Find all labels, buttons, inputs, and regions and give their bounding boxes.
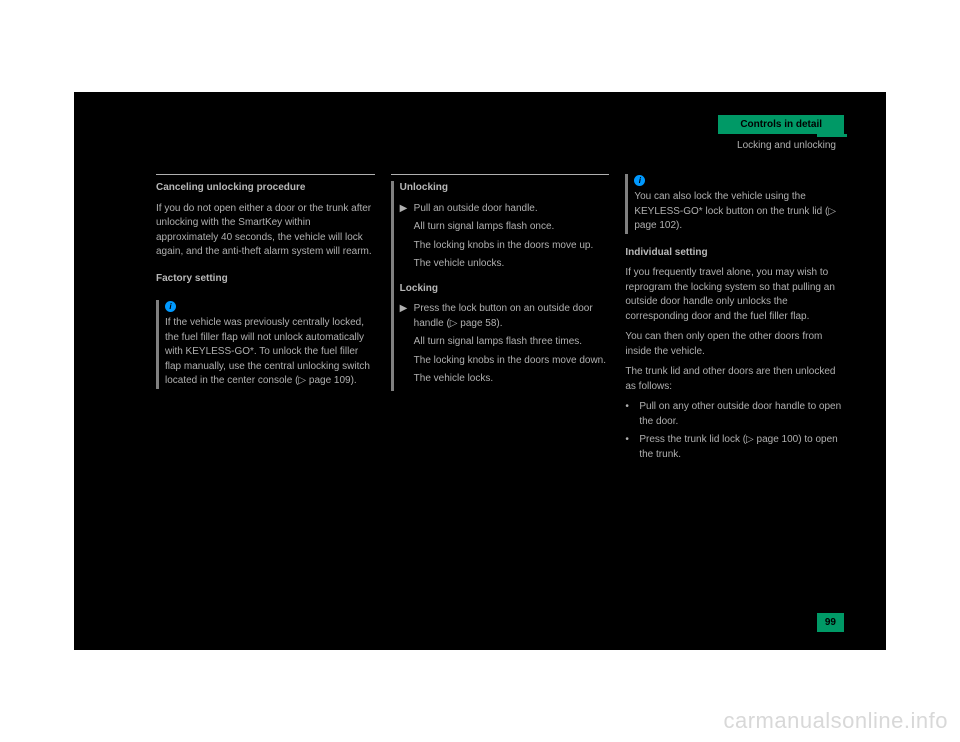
info-icon: i xyxy=(634,175,645,186)
section-subtitle: Locking and unlocking xyxy=(544,140,836,151)
list-item: The locking knobs in the doors move down… xyxy=(400,354,610,369)
info-icon: i xyxy=(165,301,176,312)
list-item: The vehicle unlocks. xyxy=(400,257,610,272)
col1-subhead: Factory setting xyxy=(156,272,375,287)
bullet-spacer xyxy=(400,220,408,235)
list-item: The vehicle locks. xyxy=(400,372,610,387)
dot-bullet-icon: • xyxy=(625,433,633,462)
bullet-spacer xyxy=(400,239,408,254)
info-content: i If the vehicle was previously centrall… xyxy=(165,300,375,389)
info-block: i If the vehicle was previously centrall… xyxy=(156,300,375,389)
bullet-text: Press the lock button on an outside door… xyxy=(414,302,610,331)
col3-body3: The trunk lid and other doors are then u… xyxy=(625,365,844,394)
column-2: Unlocking ▶Pull an outside door handle. … xyxy=(391,174,610,466)
col3-body1: If you frequently travel alone, you may … xyxy=(625,266,844,324)
list-item: ▶Press the lock button on an outside doo… xyxy=(400,302,610,331)
column-3: i You can also lock the vehicle using th… xyxy=(625,174,844,466)
section-tab: Controls in detail xyxy=(718,115,844,134)
bullet-spacer xyxy=(400,335,408,350)
content-columns: Canceling unlocking procedure If you do … xyxy=(156,174,844,466)
column-2-body: Unlocking ▶Pull an outside door handle. … xyxy=(391,174,610,391)
col3-info-text: You can also lock the vehicle using the … xyxy=(634,190,844,234)
list-item: •Pull on any other outside door handle t… xyxy=(625,400,844,429)
column-1-body: Canceling unlocking procedure If you do … xyxy=(156,174,375,389)
list-item: All turn signal lamps flash three times. xyxy=(400,335,610,350)
bullet-spacer xyxy=(400,372,408,387)
col3-heading: Individual setting xyxy=(625,246,844,261)
col3-info-block: i You can also lock the vehicle using th… xyxy=(625,174,844,234)
col3-info-bar xyxy=(625,174,628,234)
col2-heading2: Locking xyxy=(400,282,610,297)
col1-info-text: If the vehicle was previously centrally … xyxy=(165,316,375,389)
col1-paragraph: If you do not open either a door or the … xyxy=(156,202,375,260)
bullet-spacer xyxy=(400,257,408,272)
bullet-text: All turn signal lamps flash once. xyxy=(414,220,555,235)
bullet-text: The locking knobs in the doors move down… xyxy=(414,354,606,369)
list-item: All turn signal lamps flash once. xyxy=(400,220,610,235)
watermark: carmanualsonline.info xyxy=(723,708,948,734)
bullet-text: The vehicle locks. xyxy=(414,372,493,387)
info-bar xyxy=(156,300,159,389)
bullet-spacer xyxy=(400,354,408,369)
col3-body2: You can then only open the other doors f… xyxy=(625,330,844,359)
col3-bullets: •Pull on any other outside door handle t… xyxy=(625,400,844,462)
dot-bullet-icon: • xyxy=(625,400,633,429)
section-title: Controls in detail xyxy=(740,119,822,130)
column-1: Canceling unlocking procedure If you do … xyxy=(156,174,375,466)
col3-info-content: i You can also lock the vehicle using th… xyxy=(634,174,844,234)
manual-page: Controls in detail Locking and unlocking… xyxy=(74,92,886,650)
bullet-text: The locking knobs in the doors move up. xyxy=(414,239,594,254)
list-item: ▶ Pull an outside door handle. xyxy=(400,202,610,217)
bullet-text: Pull on any other outside door handle to… xyxy=(639,400,844,429)
bullet-text: Pull an outside door handle. xyxy=(414,202,538,217)
col1-heading: Canceling unlocking procedure xyxy=(156,181,375,196)
bullet-text: The vehicle unlocks. xyxy=(414,257,505,272)
page-number: 99 xyxy=(817,613,844,632)
col2-block: Unlocking ▶Pull an outside door handle. … xyxy=(391,181,610,391)
col2-content: Unlocking ▶Pull an outside door handle. … xyxy=(400,181,610,391)
arrow-bullet-icon: ▶ xyxy=(400,302,408,331)
col2-heading: Unlocking xyxy=(400,181,610,196)
col2-bar xyxy=(391,181,394,391)
page-header: Controls in detail Locking and unlocking xyxy=(544,114,844,151)
bullet-text: All turn signal lamps flash three times. xyxy=(414,335,582,350)
bullet-text: Press the trunk lid lock (▷ page 100) to… xyxy=(639,433,844,462)
list-item: •Press the trunk lid lock (▷ page 100) t… xyxy=(625,433,844,462)
arrow-bullet-icon: ▶ xyxy=(400,202,408,217)
list-item: The locking knobs in the doors move up. xyxy=(400,239,610,254)
